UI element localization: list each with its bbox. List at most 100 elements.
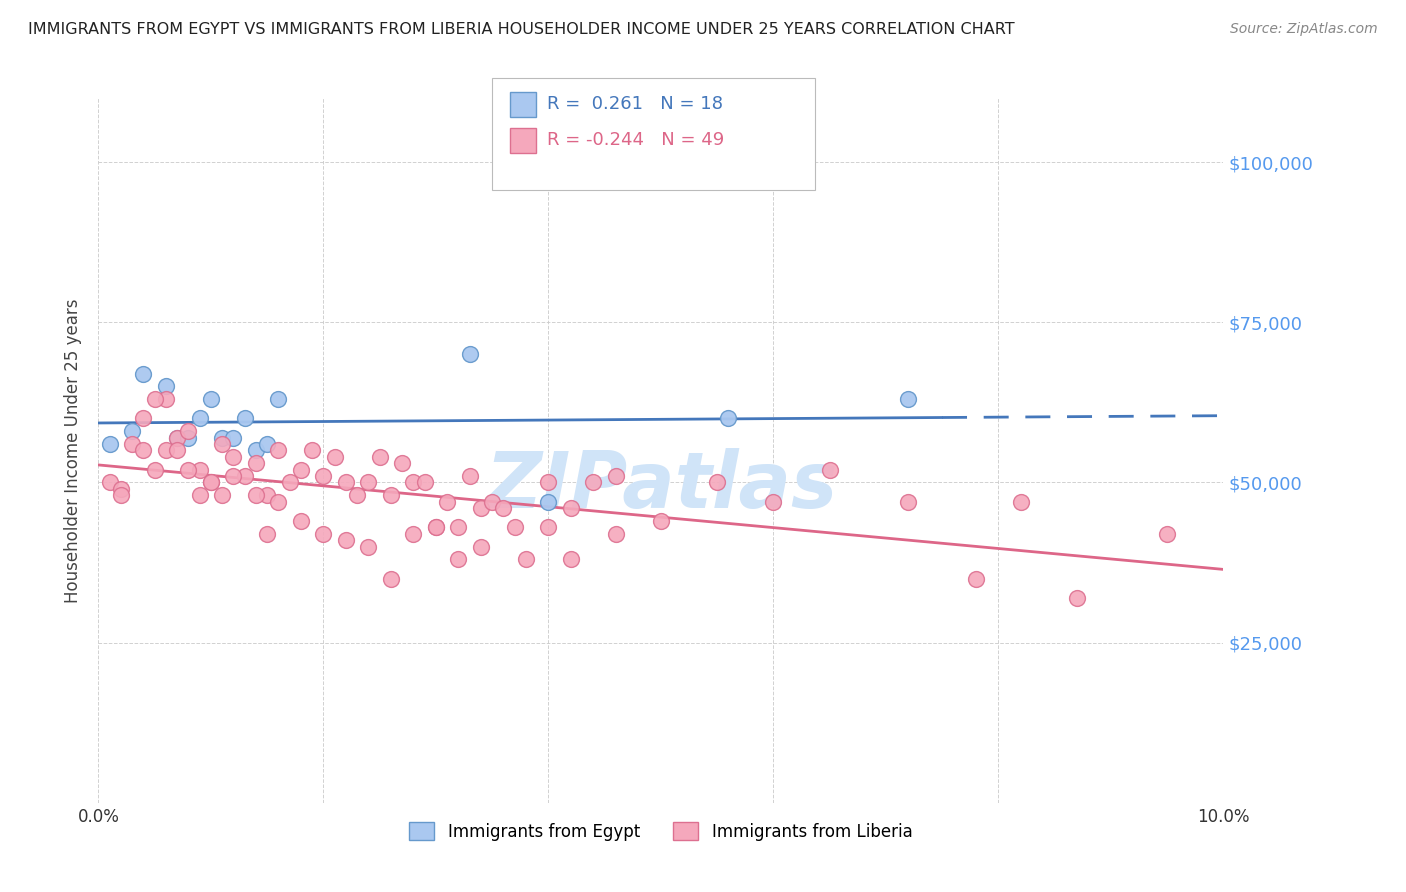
- Point: [188, 411, 211, 425]
- Point: [132, 367, 155, 381]
- Point: [965, 572, 987, 586]
- Point: [537, 520, 560, 534]
- Point: [166, 431, 188, 445]
- Point: [1156, 526, 1178, 541]
- Point: [357, 475, 380, 490]
- Point: [402, 475, 425, 490]
- Point: [413, 475, 436, 490]
- Point: [368, 450, 391, 464]
- Point: [537, 494, 560, 508]
- Point: [200, 475, 222, 490]
- Point: [188, 488, 211, 502]
- Point: [762, 494, 785, 508]
- Point: [458, 347, 481, 361]
- Point: [323, 450, 346, 464]
- Text: ZIPatlas: ZIPatlas: [485, 448, 837, 524]
- Point: [245, 456, 267, 470]
- Point: [1066, 591, 1088, 605]
- Point: [222, 431, 245, 445]
- Point: [312, 469, 335, 483]
- Point: [110, 488, 132, 502]
- Point: [380, 572, 402, 586]
- Point: [98, 475, 121, 490]
- Point: [897, 392, 920, 407]
- Point: [312, 526, 335, 541]
- Point: [897, 494, 920, 508]
- Point: [177, 424, 200, 438]
- Point: [222, 450, 245, 464]
- Text: IMMIGRANTS FROM EGYPT VS IMMIGRANTS FROM LIBERIA HOUSEHOLDER INCOME UNDER 25 YEA: IMMIGRANTS FROM EGYPT VS IMMIGRANTS FROM…: [28, 22, 1015, 37]
- Point: [290, 463, 312, 477]
- Point: [470, 501, 492, 516]
- Point: [233, 469, 256, 483]
- Point: [560, 552, 582, 566]
- Point: [143, 392, 166, 407]
- Point: [188, 463, 211, 477]
- Point: [335, 475, 357, 490]
- Point: [98, 437, 121, 451]
- Point: [301, 443, 323, 458]
- Point: [245, 488, 267, 502]
- Text: R = -0.244   N = 49: R = -0.244 N = 49: [547, 131, 724, 149]
- Point: [357, 540, 380, 554]
- Point: [267, 392, 290, 407]
- Y-axis label: Householder Income Under 25 years: Householder Income Under 25 years: [65, 298, 83, 603]
- Point: [200, 475, 222, 490]
- Point: [492, 501, 515, 516]
- Point: [402, 526, 425, 541]
- Point: [155, 392, 177, 407]
- Point: [537, 475, 560, 490]
- Point: [166, 431, 188, 445]
- Point: [582, 475, 605, 490]
- Point: [200, 392, 222, 407]
- Point: [560, 501, 582, 516]
- Point: [245, 443, 267, 458]
- Point: [515, 552, 537, 566]
- Text: Source: ZipAtlas.com: Source: ZipAtlas.com: [1230, 22, 1378, 37]
- Point: [211, 488, 233, 502]
- Point: [818, 463, 841, 477]
- Point: [121, 424, 143, 438]
- Point: [132, 411, 155, 425]
- Point: [425, 520, 447, 534]
- Point: [211, 437, 233, 451]
- Point: [143, 463, 166, 477]
- Point: [155, 379, 177, 393]
- Point: [233, 411, 256, 425]
- Point: [278, 475, 301, 490]
- Point: [121, 437, 143, 451]
- Point: [267, 443, 290, 458]
- Point: [650, 514, 672, 528]
- Point: [290, 514, 312, 528]
- Legend: Immigrants from Egypt, Immigrants from Liberia: Immigrants from Egypt, Immigrants from L…: [402, 816, 920, 847]
- Point: [425, 520, 447, 534]
- Point: [110, 482, 132, 496]
- Point: [155, 443, 177, 458]
- Point: [1010, 494, 1032, 508]
- Point: [436, 494, 458, 508]
- Point: [177, 463, 200, 477]
- Point: [211, 431, 233, 445]
- Point: [380, 488, 402, 502]
- Point: [605, 469, 627, 483]
- Point: [447, 552, 470, 566]
- Point: [458, 469, 481, 483]
- Point: [166, 443, 188, 458]
- Point: [222, 469, 245, 483]
- Point: [481, 494, 503, 508]
- Point: [391, 456, 413, 470]
- Point: [267, 494, 290, 508]
- Point: [605, 526, 627, 541]
- Point: [132, 443, 155, 458]
- Point: [256, 437, 278, 451]
- Point: [256, 526, 278, 541]
- Point: [177, 431, 200, 445]
- Point: [503, 520, 526, 534]
- Point: [346, 488, 368, 502]
- Text: R =  0.261   N = 18: R = 0.261 N = 18: [547, 95, 723, 113]
- Point: [447, 520, 470, 534]
- Point: [470, 540, 492, 554]
- Point: [717, 411, 740, 425]
- Point: [706, 475, 728, 490]
- Point: [335, 533, 357, 548]
